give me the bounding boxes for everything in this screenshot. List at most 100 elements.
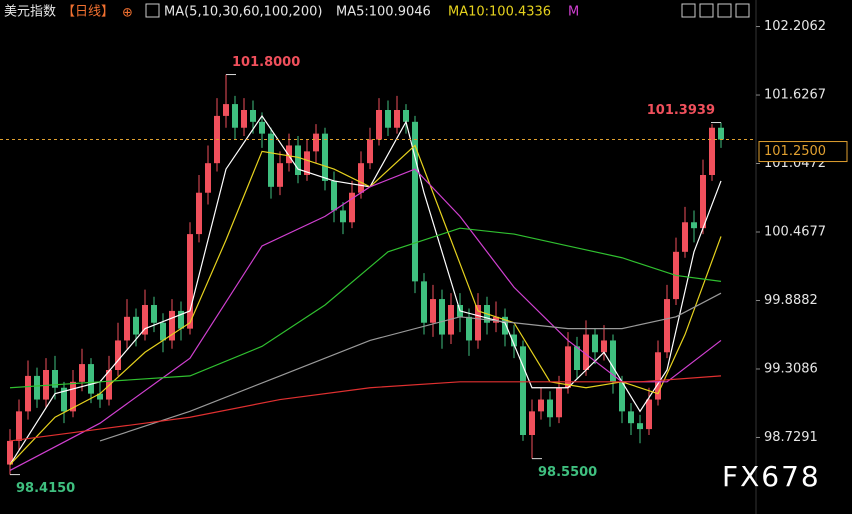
candle-body — [70, 381, 76, 412]
candle-body — [655, 352, 661, 400]
ma-label: MA(5,10,30,60,100,200) — [164, 5, 322, 20]
candle-body — [160, 322, 166, 341]
annotation-label: 101.3939 — [647, 103, 715, 118]
y-tick-label: 99.8882 — [764, 293, 818, 308]
ma-more: M — [568, 5, 579, 20]
candle-body — [601, 340, 607, 353]
candle-body — [592, 334, 598, 353]
candle-body — [304, 151, 310, 175]
y-tick-label: 102.2062 — [764, 19, 826, 34]
current-price-box — [758, 141, 848, 163]
toolbar — [681, 3, 750, 18]
candle-body — [709, 127, 715, 175]
candle-body — [205, 163, 211, 193]
candle-body — [322, 133, 328, 181]
candle-body — [115, 340, 121, 370]
candle-body — [646, 399, 652, 430]
candle-body — [142, 305, 148, 335]
candle-body — [124, 316, 130, 341]
candle-body — [700, 175, 706, 229]
period[interactable]: 【日线】 — [62, 5, 114, 20]
candle-body — [268, 133, 274, 187]
candle-body — [61, 387, 67, 412]
candle-body — [169, 310, 175, 341]
candle-body — [286, 145, 292, 164]
candle-body — [583, 334, 589, 370]
candle-body — [358, 163, 364, 193]
ma-line — [9, 114, 722, 465]
candle-body — [637, 423, 643, 430]
candle-body — [259, 121, 265, 134]
y-tick-label: 98.7291 — [764, 430, 818, 445]
candle-body — [574, 346, 580, 370]
candle-body — [250, 110, 256, 122]
candle-body — [34, 375, 40, 400]
candle-body — [394, 110, 400, 128]
y-tick-label: 101.6267 — [764, 88, 826, 103]
ma-line — [9, 144, 722, 465]
candle-body — [97, 393, 103, 400]
candle-body — [151, 305, 157, 323]
candle-body — [565, 346, 571, 388]
annotation-label: 101.8000 — [232, 55, 300, 70]
y-tick-label: 99.3086 — [764, 361, 818, 376]
candle-body — [529, 411, 535, 435]
candle-body — [547, 399, 553, 418]
candle-body — [295, 145, 301, 175]
candle-body — [313, 133, 319, 152]
candle-body — [16, 411, 22, 441]
candle-body — [682, 222, 688, 252]
candle-body — [691, 222, 697, 229]
candle-body — [349, 192, 355, 223]
candle-body — [277, 163, 283, 187]
candle-body — [223, 104, 229, 116]
candle-body — [466, 316, 472, 341]
annotation-label: 98.4150 — [16, 481, 75, 496]
candle-body — [421, 281, 427, 323]
candle-body — [196, 192, 202, 235]
ma-line — [99, 292, 722, 442]
candle-body — [52, 370, 58, 388]
tool-button[interactable] — [717, 3, 732, 18]
candle-body — [376, 110, 382, 140]
candle-body — [25, 375, 31, 412]
candle-body — [340, 210, 346, 223]
candle-body — [538, 399, 544, 412]
candle-body — [430, 299, 436, 323]
candle-body — [619, 381, 625, 412]
ma-line — [9, 227, 722, 389]
candle-body — [79, 364, 85, 382]
candle-body — [475, 305, 481, 341]
candle-body — [502, 316, 508, 335]
candle-body — [187, 234, 193, 329]
tool-button[interactable] — [735, 3, 750, 18]
candle-body — [232, 104, 238, 128]
add-icon[interactable]: ⊕ — [122, 6, 133, 21]
candle-body — [556, 387, 562, 418]
candle-body — [511, 334, 517, 347]
candle-body — [718, 127, 724, 140]
candle-body — [412, 121, 418, 282]
tool-button[interactable] — [681, 3, 696, 18]
watermark: FX678 — [722, 460, 821, 493]
ma5-label: MA5:100.9046 — [336, 5, 431, 20]
candle-body — [403, 110, 409, 122]
candle-body — [178, 310, 184, 329]
candle-body — [385, 110, 391, 128]
candle-body — [664, 299, 670, 353]
candle-body — [88, 364, 94, 394]
tool-button[interactable] — [699, 3, 714, 18]
candle-body — [628, 411, 634, 424]
candle-body — [520, 346, 526, 435]
indicator-icon[interactable] — [145, 3, 160, 18]
candle-body — [133, 316, 139, 335]
annotation-label: 98.5500 — [538, 465, 597, 480]
candle-body — [241, 110, 247, 128]
ma-line — [9, 375, 722, 442]
candle-body — [610, 340, 616, 382]
candle-body — [7, 440, 13, 465]
title: 美元指数 — [4, 5, 56, 20]
ma10-label: MA10:100.4336 — [448, 5, 551, 20]
